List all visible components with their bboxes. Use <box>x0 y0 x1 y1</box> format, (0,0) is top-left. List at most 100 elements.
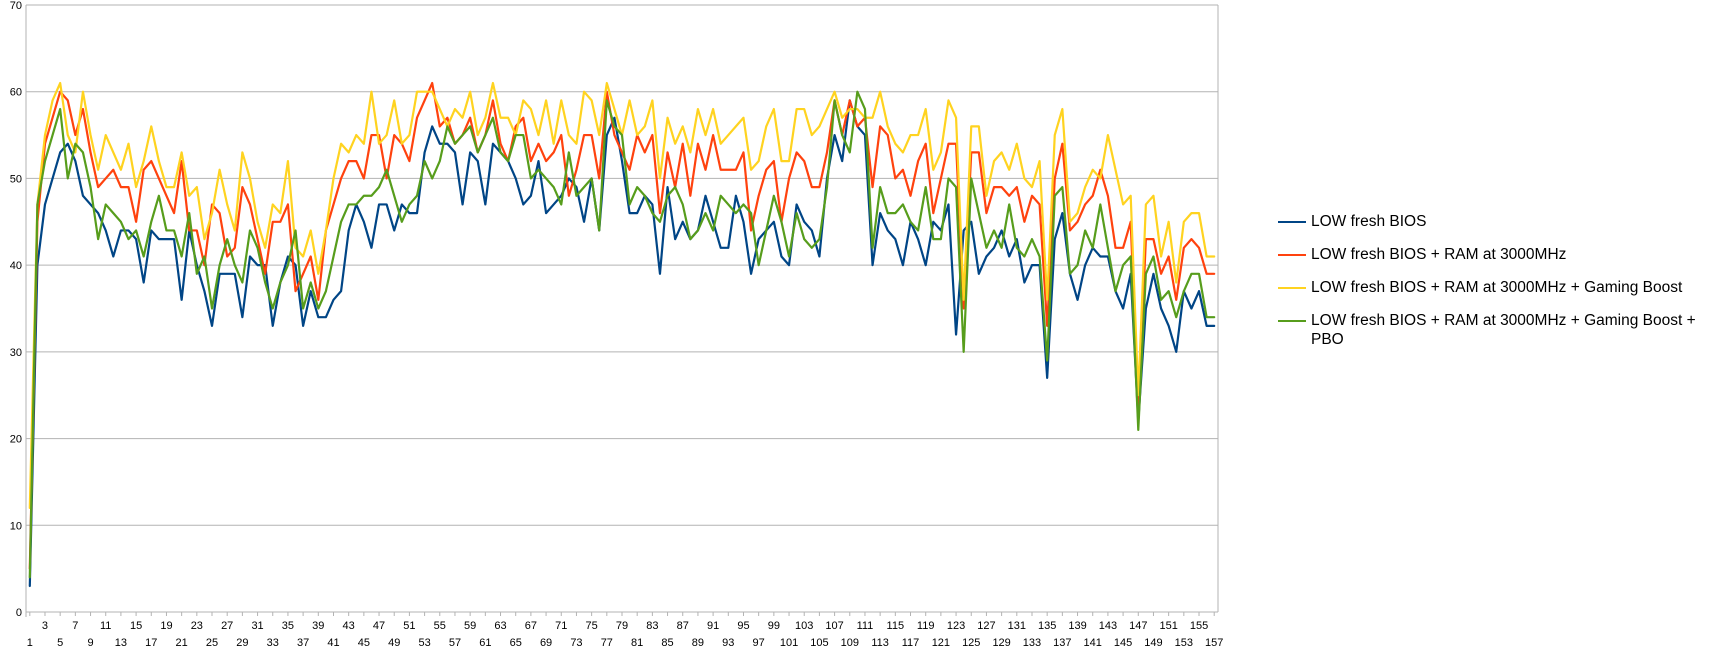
x-tick-label: 127 <box>977 620 995 632</box>
legend-swatch <box>1278 320 1306 322</box>
x-tick-label: 65 <box>510 637 522 648</box>
x-tick-label: 55 <box>434 620 446 632</box>
series-line-2 <box>28 81 1216 570</box>
x-tick-label: 111 <box>857 620 874 632</box>
x-tick-label: 103 <box>795 620 813 632</box>
y-tick-label: 50 <box>10 173 22 185</box>
x-tick-label: 101 <box>780 637 798 648</box>
x-tick-label: 133 <box>1023 637 1041 648</box>
legend-label: LOW fresh BIOS <box>1311 213 1427 230</box>
x-tick-label: 145 <box>1114 637 1132 648</box>
legend: LOW fresh BIOS LOW fresh BIOS + RAM at 30… <box>1278 212 1708 363</box>
x-tick-label: 43 <box>343 620 355 632</box>
x-tick-label: 153 <box>1175 637 1193 648</box>
x-tick-label: 117 <box>902 637 920 648</box>
y-tick-label: 40 <box>10 260 22 272</box>
y-tick-label: 20 <box>10 434 22 446</box>
x-tick-label: 97 <box>753 637 765 648</box>
x-tick-label: 45 <box>358 637 370 648</box>
x-tick-label: 11 <box>100 620 111 632</box>
x-tick-label: 13 <box>115 637 127 648</box>
x-tick-label: 157 <box>1205 637 1223 648</box>
x-tick-label: 3 <box>42 620 48 632</box>
x-tick-label: 95 <box>737 620 749 632</box>
x-tick-label: 85 <box>661 637 673 648</box>
x-tick-label: 25 <box>206 637 218 648</box>
x-tick-label: 131 <box>1008 620 1026 632</box>
x-tick-label: 113 <box>871 637 889 648</box>
legend-label: LOW fresh BIOS + RAM at 3000MHz + Gaming… <box>1311 279 1683 296</box>
x-tick-label: 81 <box>631 637 643 648</box>
x-tick-label: 19 <box>160 620 172 632</box>
x-tick-label: 91 <box>707 620 719 632</box>
legend-swatch <box>1278 287 1306 289</box>
y-tick-label: 10 <box>10 520 22 532</box>
x-tick-label: 1 <box>27 637 33 648</box>
x-tick-label: 67 <box>525 620 537 632</box>
series-lines <box>28 81 1216 588</box>
x-tick-label: 73 <box>570 637 582 648</box>
x-tick-label: 71 <box>555 620 567 632</box>
x-tick-label: 121 <box>932 637 950 648</box>
x-tick-label: 15 <box>130 620 142 632</box>
x-tick-label: 79 <box>616 620 628 632</box>
legend-label: LOW fresh BIOS + RAM at 3000MHz <box>1311 246 1567 263</box>
x-tick-label: 5 <box>57 637 63 648</box>
x-tick-label: 135 <box>1038 620 1056 632</box>
x-tick-label: 61 <box>479 637 491 648</box>
x-tick-label: 119 <box>917 620 935 632</box>
x-tick-label: 17 <box>145 637 157 648</box>
x-tick-label: 9 <box>87 637 93 648</box>
x-tick-label: 69 <box>540 637 552 648</box>
x-tick-label: 49 <box>388 637 400 648</box>
legend-item-4: LOW fresh BIOS + RAM at 3000MHz + Gaming… <box>1278 311 1708 349</box>
x-tick-label: 33 <box>267 637 279 648</box>
x-tick-label: 99 <box>768 620 780 632</box>
y-tick-label: 0 <box>16 607 22 619</box>
x-tick-label: 37 <box>297 637 309 648</box>
legend-item-1: LOW fresh BIOS <box>1278 212 1708 231</box>
x-tick-label: 155 <box>1190 620 1208 632</box>
legend-swatch <box>1278 221 1306 223</box>
y-tick-label: 30 <box>10 347 22 359</box>
x-tick-label: 149 <box>1144 637 1162 648</box>
legend-item-3: LOW fresh BIOS + RAM at 3000MHz + Gaming… <box>1278 278 1708 297</box>
x-tick-label: 105 <box>810 637 828 648</box>
x-tick-label: 31 <box>251 620 263 632</box>
x-tick-label: 125 <box>962 637 980 648</box>
x-tick-label: 139 <box>1068 620 1086 632</box>
x-tick-label: 115 <box>887 620 905 632</box>
x-tick-label: 129 <box>992 637 1010 648</box>
x-tick-label: 47 <box>373 620 385 632</box>
x-tick-label: 35 <box>282 620 294 632</box>
x-tick-label: 41 <box>327 637 339 648</box>
x-tick-label: 109 <box>841 637 859 648</box>
legend-label: LOW fresh BIOS + RAM at 3000MHz + Gaming… <box>1311 312 1696 348</box>
x-tick-label: 7 <box>72 620 78 632</box>
series-line-1 <box>28 99 1216 588</box>
x-tick-label: 57 <box>449 637 461 648</box>
legend-item-2: LOW fresh BIOS + RAM at 3000MHz <box>1278 245 1708 264</box>
x-tick-label: 23 <box>191 620 203 632</box>
x-tick-label: 29 <box>236 637 248 648</box>
x-tick-label: 51 <box>403 620 415 632</box>
x-tick-label: 137 <box>1053 637 1071 648</box>
x-tick-label: 39 <box>312 620 324 632</box>
x-tick-label: 77 <box>601 637 613 648</box>
x-tick-label: 83 <box>646 620 658 632</box>
x-tick-label: 93 <box>722 637 734 648</box>
series-line-4 <box>28 90 1216 579</box>
x-tick-label: 89 <box>692 637 704 648</box>
y-tick-label: 70 <box>10 0 22 12</box>
y-tick-label: 60 <box>10 87 22 99</box>
x-tick-label: 53 <box>418 637 430 648</box>
x-tick-label: 141 <box>1084 637 1102 648</box>
gridlines <box>26 4 1218 526</box>
series-line-3 <box>28 81 1216 510</box>
x-tick-label: 87 <box>677 620 689 632</box>
x-tick-label: 147 <box>1129 620 1147 632</box>
legend-swatch <box>1278 254 1306 256</box>
axes <box>25 5 1219 617</box>
x-tick-label: 123 <box>947 620 965 632</box>
